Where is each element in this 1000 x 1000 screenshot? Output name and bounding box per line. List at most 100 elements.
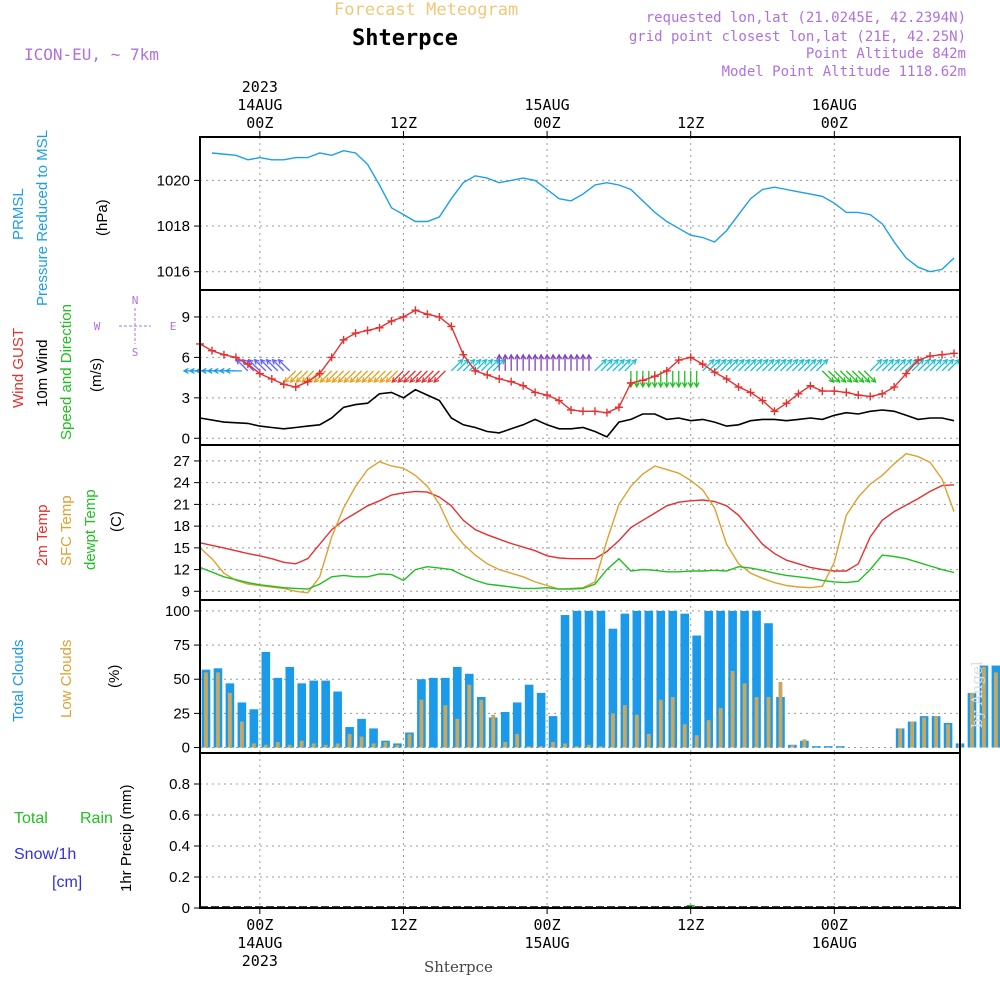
wind-arrow	[379, 370, 392, 383]
low-cloud-bar	[658, 699, 663, 748]
total-cloud-bar	[668, 610, 678, 748]
low-cloud-bar	[443, 705, 448, 748]
wind-arrow-head	[409, 377, 416, 384]
wind-arrow	[774, 359, 787, 372]
wind-arrow	[433, 370, 446, 383]
total-cloud-bar	[285, 666, 295, 748]
wind-10m-label: 10m Wind	[34, 339, 51, 407]
wind-arrow	[756, 359, 769, 372]
gust-marker	[722, 374, 731, 383]
wind-arrow-head	[325, 377, 332, 384]
low-cloud-bar	[383, 742, 388, 748]
rain-label-rain: Rain	[80, 810, 113, 827]
wind-arrow-head	[427, 377, 434, 384]
wind-arrow-head	[750, 358, 757, 365]
wind-arrow	[462, 359, 475, 372]
low-cloud-bar	[503, 742, 508, 748]
low-cloud-bar	[551, 742, 555, 748]
wind-arrow-head	[475, 358, 482, 365]
y-tick-label: 21	[173, 496, 190, 513]
wind-arrow-head	[768, 358, 775, 365]
gust-marker	[806, 381, 815, 390]
wind-arrow	[486, 359, 499, 372]
time-tick-bottom: 00Z	[821, 916, 848, 934]
low-cloud-bar	[993, 672, 998, 748]
low-cloud-bar	[670, 696, 675, 748]
wind-arrow-head	[355, 377, 362, 384]
wind-arrow-head	[930, 358, 937, 365]
wind-arrow	[450, 359, 463, 372]
y-tick-label: 1018	[157, 218, 190, 235]
gust-marker	[914, 356, 923, 365]
gust-marker	[830, 387, 839, 396]
watermark: by Angel	[968, 661, 986, 728]
wind-arrow-head	[708, 358, 715, 365]
total-cloud-bar	[357, 718, 366, 748]
gust-marker	[327, 353, 336, 362]
low-cloud-bar	[599, 746, 603, 748]
wind-arrow	[803, 359, 817, 372]
gust-marker	[746, 388, 755, 397]
wind-arrow	[881, 359, 894, 372]
wind-arrow	[744, 359, 757, 372]
wind-arrow-head	[499, 358, 506, 365]
wind-arrow-head	[663, 382, 670, 389]
pressure-label-prmsl: PRMSL	[10, 188, 27, 240]
gust-marker	[770, 407, 779, 416]
y-tick-label: 18	[173, 518, 190, 535]
wind-arrow-head	[253, 358, 260, 365]
gust-marker	[411, 306, 420, 315]
wind-arrow-head	[391, 377, 398, 384]
wind-arrow	[732, 359, 745, 372]
wind-arrow-head	[200, 367, 207, 374]
wind-arrow-head	[493, 358, 500, 365]
year-label-top: 2023	[242, 78, 278, 96]
wind-arrow-head	[633, 382, 640, 389]
wind-arrow-head	[786, 358, 793, 365]
wind-arrow-head	[744, 358, 751, 365]
compass-s: S	[132, 346, 139, 359]
wind-arrow-head	[331, 377, 338, 384]
wind-arrow-head	[379, 377, 386, 384]
gust-marker	[471, 366, 480, 375]
wind-arrow-head	[508, 353, 515, 360]
wind-arrow-head	[502, 353, 509, 360]
low-cloud-bar	[479, 699, 484, 748]
wind-arrow	[714, 359, 727, 372]
wind-arrow-head	[625, 358, 632, 365]
gust-marker	[614, 403, 623, 412]
wind-arrow	[260, 359, 273, 372]
gust-marker	[710, 368, 719, 377]
wind-arrow-head	[822, 358, 829, 365]
y-tick-label: 50	[173, 671, 190, 688]
wind-arrow-head	[657, 382, 664, 389]
wind-arrow	[809, 359, 823, 372]
y-tick-label: 1016	[157, 264, 190, 281]
y-tick-label: 25	[173, 705, 190, 722]
wind-arrow	[923, 359, 936, 372]
wind-arrow-head	[295, 377, 302, 384]
low-cloud-bar	[335, 743, 340, 748]
wind-arrow-head	[373, 377, 380, 384]
time-tick-bottom: 00Z	[534, 916, 561, 934]
model-altitude: Model Point Altitude 1118.62m	[721, 64, 966, 80]
compass-e: E	[170, 320, 177, 333]
low-cloud-bar	[778, 681, 783, 748]
wind-arrow-head	[520, 353, 527, 360]
total-cloud-bar	[261, 651, 271, 748]
temp-dewpt-label: dewpt Temp	[82, 489, 99, 570]
gust-marker	[243, 360, 252, 369]
y-tick-label: 0.4	[169, 838, 190, 855]
series-wind-gust	[199, 309, 955, 414]
time-tick-bottom: 12Z	[390, 916, 417, 934]
gust-marker	[219, 350, 228, 359]
wind-arrow-head	[194, 367, 201, 374]
y-tick-label: 6	[182, 349, 190, 366]
wind-arrow	[266, 359, 279, 372]
wind-arrow-head	[313, 377, 320, 384]
wind-arrow-head	[675, 382, 682, 389]
low-cloud-bar	[754, 696, 759, 748]
gust-marker	[267, 374, 276, 383]
total-cloud-bar	[620, 613, 630, 748]
point-altitude: Point Altitude 842m	[805, 46, 966, 62]
